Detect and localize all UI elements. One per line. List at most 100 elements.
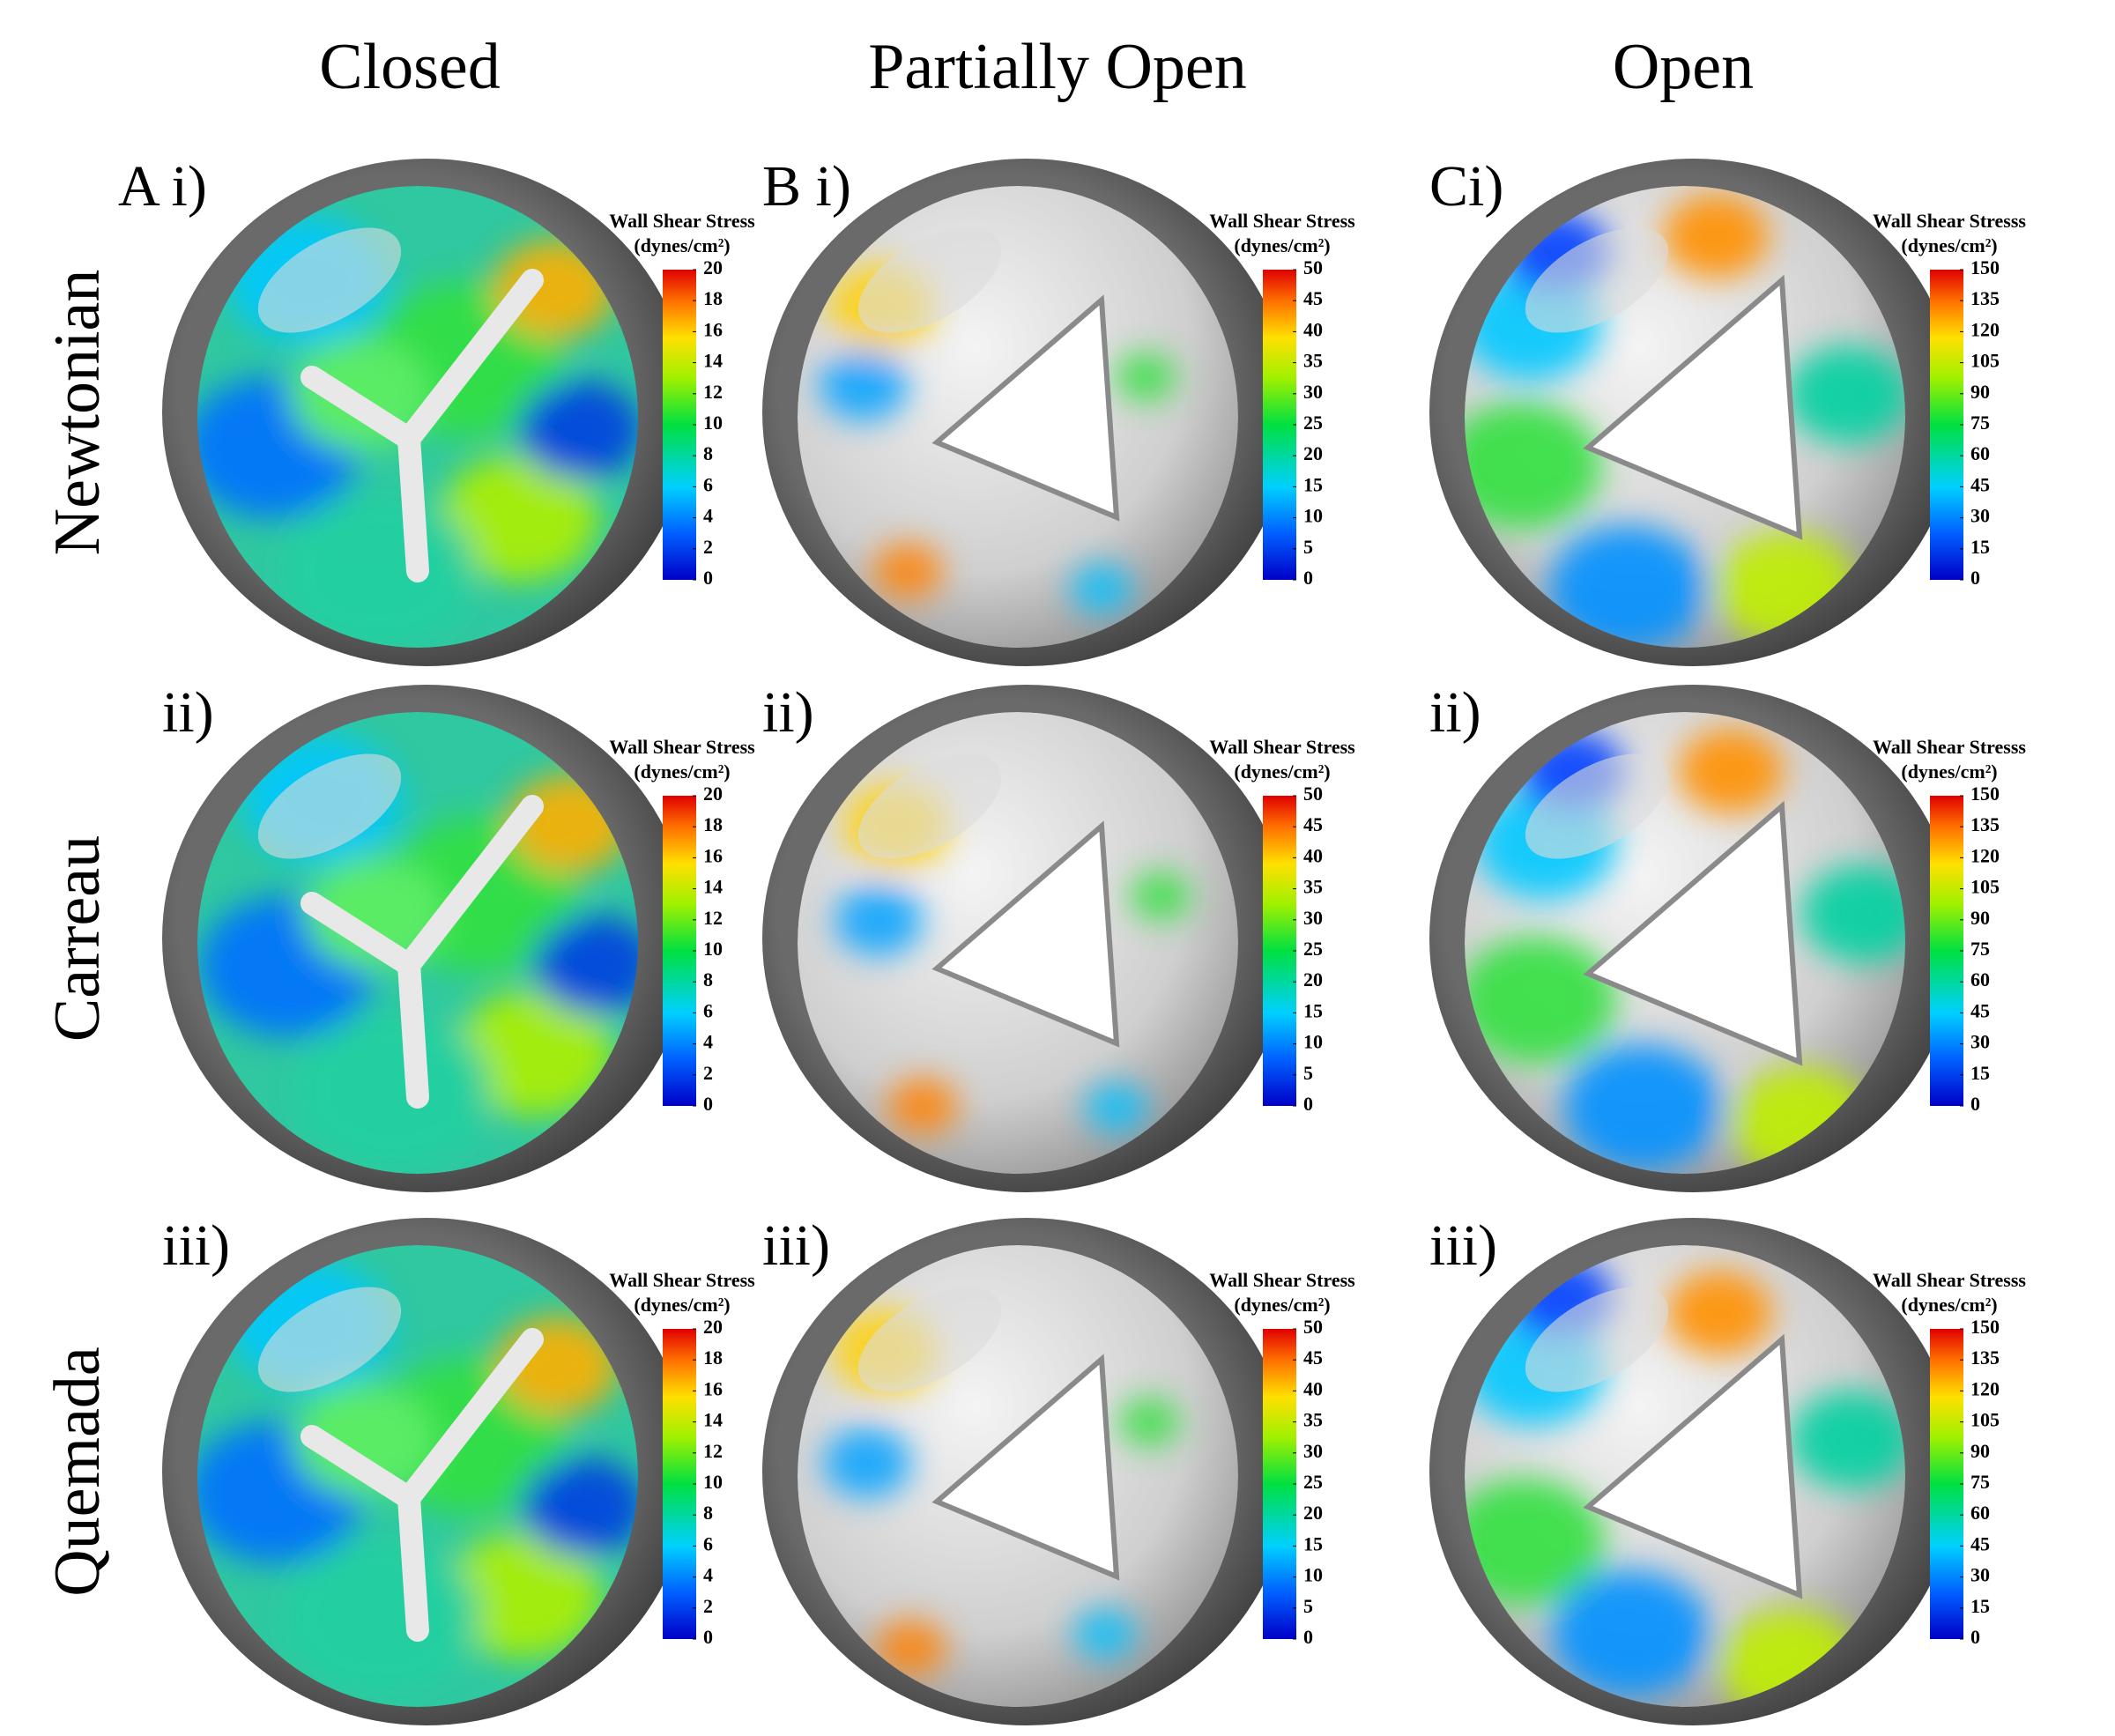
- valve-rendering: [162, 1218, 691, 1725]
- colorbar-tick-label: 50: [1303, 256, 1323, 278]
- panel-label: iii): [1429, 1213, 1497, 1278]
- leaflet-bulge: [257, 753, 402, 859]
- stress-blob: [1548, 525, 1707, 648]
- leaflet-bulge: [857, 1287, 1002, 1392]
- row-label: Newtonian: [41, 270, 114, 556]
- colorbar-tick-label: 15: [1970, 1595, 1990, 1617]
- colorbar-tick-label: 150: [1970, 1316, 2000, 1338]
- colorbar-tick-label: 25: [1303, 938, 1323, 960]
- colorbar-tick-label: 45: [1303, 1347, 1323, 1369]
- colorbar-tick-label: 12: [703, 907, 723, 929]
- panel-label: iii): [762, 1213, 830, 1278]
- colorbar-tick-label: 35: [1303, 350, 1323, 372]
- valve-surface: [197, 712, 638, 1174]
- leaflet-commissure: [301, 795, 544, 1109]
- colorbar-tick-label: 0: [1970, 1093, 1980, 1115]
- colorbar-title: Wall Shear Stress: [1209, 736, 1355, 758]
- stress-blob: [1801, 864, 1905, 963]
- stress-blob: [835, 886, 923, 956]
- stress-blob: [887, 1078, 958, 1134]
- colorbar-tick-label: 50: [1303, 783, 1323, 805]
- colorbar-tick-label: 20: [703, 783, 723, 805]
- stress-blob: [872, 543, 943, 599]
- colorbar-unit: (dynes/cm²): [1901, 760, 1997, 783]
- colorbar-tick-label: 90: [1970, 907, 1990, 929]
- colorbar-tick-label: 10: [703, 412, 723, 434]
- panel-label: Ci): [1429, 154, 1503, 219]
- stress-blob: [285, 1539, 479, 1694]
- colorbar-tick-label: 4: [703, 1031, 713, 1053]
- valve-surface: [798, 712, 1238, 1174]
- valve-surface: [798, 1245, 1238, 1707]
- colorbar-tick-label: 18: [703, 287, 723, 309]
- valve-surface: [197, 1245, 638, 1707]
- stress-blob: [455, 990, 613, 1117]
- stress-blob: [1465, 937, 1616, 1064]
- colorbar-tick-label: 135: [1970, 287, 2000, 309]
- colorbar-tick-label: 30: [1970, 1564, 1990, 1586]
- colorbar-tick-label: 16: [703, 1377, 723, 1399]
- colorbar-tick-label: 15: [1303, 999, 1323, 1021]
- stress-blob: [1786, 345, 1905, 444]
- stress-blob: [1086, 1083, 1147, 1132]
- valve-surface: [798, 186, 1238, 648]
- colorbar-tick-label: 15: [1303, 473, 1323, 495]
- colorbar-title: Wall Shear Stress: [609, 736, 755, 758]
- colorbar-tick-label: 0: [703, 567, 713, 589]
- stress-blob: [440, 455, 598, 582]
- colorbar-title: Wall Shear Stress: [1209, 210, 1355, 232]
- panel-label: A i): [118, 154, 207, 219]
- colorbar-tick-label: 5: [1303, 1062, 1313, 1084]
- stress-blob: [1790, 1391, 1905, 1489]
- colorbar-tick-label: 15: [1970, 1062, 1990, 1084]
- colorbar: [1930, 1329, 1963, 1639]
- colorbar: [1263, 796, 1296, 1106]
- colorbar-tick-label: 30: [1303, 907, 1323, 929]
- colorbar-tick-label: 10: [1303, 505, 1323, 527]
- colorbar-tick-label: 18: [703, 813, 723, 835]
- stress-blob: [823, 1428, 911, 1498]
- colorbar-tick-label: 45: [1970, 999, 1990, 1021]
- colorbar-tick-label: 45: [1303, 287, 1323, 309]
- stress-blob: [305, 857, 446, 970]
- colorbar-tick-label: 4: [703, 505, 713, 527]
- colorbar: [663, 270, 696, 580]
- valve-rendering: [162, 159, 691, 666]
- colorbar-tick-label: 150: [1970, 783, 2000, 805]
- stress-blob: [1071, 564, 1132, 613]
- panel-label: ii): [1429, 680, 1481, 745]
- colorbar-tick-label: 45: [1970, 1532, 1990, 1554]
- colorbar-tick-label: 75: [1970, 412, 1990, 434]
- colorbar-title: Wall Shear Stresss: [1873, 736, 2026, 758]
- colorbar-tick-label: 150: [1970, 256, 2000, 278]
- stress-blob: [1666, 1271, 1772, 1355]
- colorbar-unit: (dynes/cm²): [634, 1294, 730, 1316]
- colorbar-tick-label: 25: [1303, 412, 1323, 434]
- colorbar-unit: (dynes/cm²): [1234, 760, 1330, 783]
- stress-blob: [534, 916, 638, 1014]
- colorbar-tick-label: 40: [1303, 318, 1323, 340]
- colorbar-tick-label: 8: [703, 442, 713, 464]
- stress-blob: [1130, 872, 1191, 921]
- valve-rendering: [762, 1218, 1291, 1725]
- colorbar-tick-label: 40: [1303, 1377, 1323, 1399]
- colorbar-tick-label: 135: [1970, 1347, 2000, 1369]
- valve-surface: [1465, 1245, 1905, 1707]
- colorbar-tick-label: 75: [1970, 1471, 1990, 1493]
- stress-blob: [523, 1458, 638, 1556]
- colorbar-tick-label: 35: [1303, 876, 1323, 898]
- colorbar-tick-label: 105: [1970, 1409, 2000, 1431]
- colorbar-tick-label: 120: [1970, 1377, 2000, 1399]
- leaflet-bulge: [857, 753, 1002, 859]
- leaflet-bulge: [1525, 753, 1669, 859]
- colorbar-tick-label: 6: [703, 473, 713, 495]
- colorbar-tick-label: 10: [1303, 1031, 1323, 1053]
- colorbar-tick-label: 135: [1970, 813, 2000, 835]
- valve-orifice: [931, 820, 1120, 1048]
- stress-blob: [1678, 729, 1784, 813]
- valve-orifice: [931, 294, 1120, 522]
- colorbar-title: Wall Shear Stresss: [1873, 1269, 2026, 1291]
- colorbar-tick-label: 120: [1970, 318, 2000, 340]
- valve-orifice: [1583, 274, 1803, 540]
- colorbar-tick-label: 14: [703, 876, 723, 898]
